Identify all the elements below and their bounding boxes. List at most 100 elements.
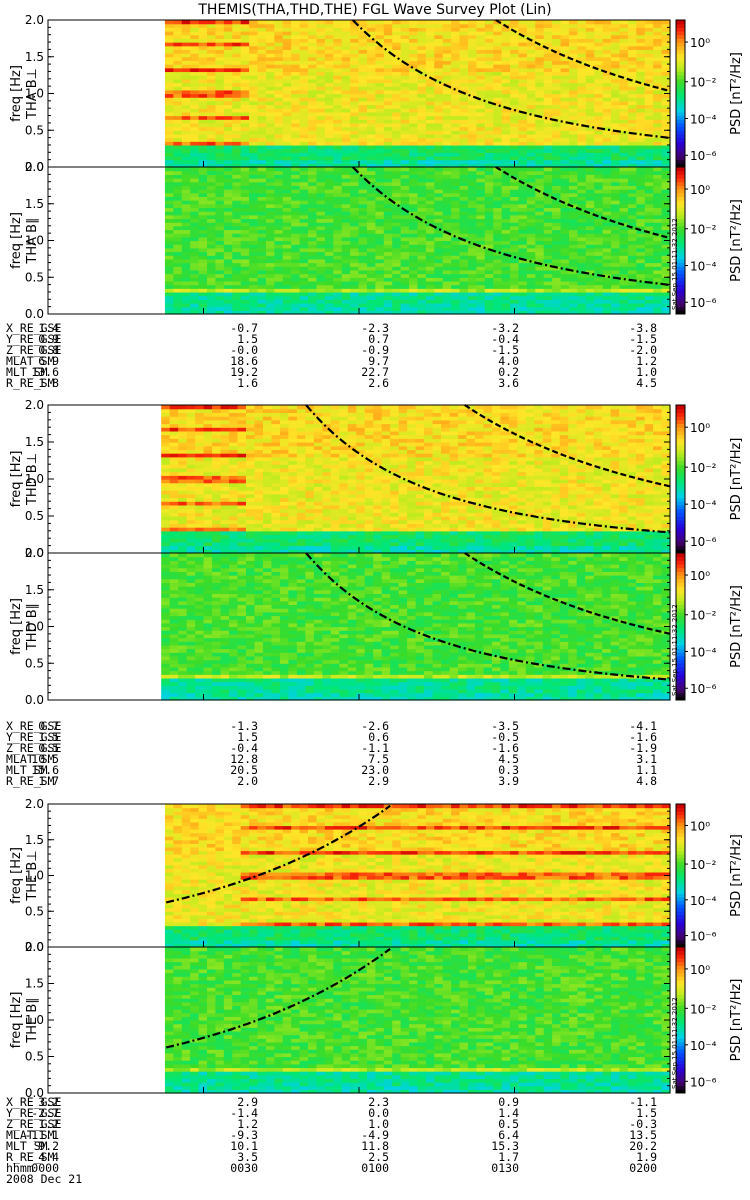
ephemeris-value: 2.6 (368, 376, 389, 390)
y-tick-label: 1.5 (25, 435, 44, 449)
colorbar-label: PSD [nT²/Hz] (729, 438, 744, 521)
ephemeris-value: 1.8 (38, 376, 59, 390)
ephemeris-value: 11.8 (361, 1139, 389, 1153)
ephemeris-value: -2.3 (361, 321, 389, 335)
overlay-curve (464, 552, 671, 635)
colorbar-tick-label: 10⁻² (690, 609, 717, 623)
ephemeris-value: 15.6 (31, 763, 59, 777)
panel-6: 0.0 0.5 1.0 1.5 2.0 THE B∥freq [Hz] 10⁰ 10⁻² 10⁻… (9, 940, 744, 1100)
timestamp-stamp: Sat Sep 15 01:11:32 2012 (671, 997, 679, 1089)
colorbar-tick-label: 10⁰ (690, 963, 710, 977)
colorbar: 10⁰ 10⁻² 10⁻⁴ 10⁻⁶ PSD [nT²/Hz] (675, 946, 744, 1094)
ephemeris-value: -0.0 (230, 343, 258, 357)
colorbar-label: PSD [nT²/Hz] (729, 979, 744, 1062)
y-tick-label: 1.5 (25, 977, 44, 991)
timestamp-stamp: Sat Sep 15 01:11:32 2012 (671, 604, 679, 696)
ephemeris-value: 2.9 (237, 1095, 258, 1109)
ephemeris-value: -2.7 (31, 1106, 59, 1120)
y-tick-label: 0.5 (25, 270, 44, 284)
y-tick-label: 1.5 (25, 833, 44, 847)
ephemeris-value: 4.8 (636, 774, 657, 788)
ephemeris-row-name: R_RE_SM (6, 774, 55, 788)
ephemeris-value: -1.9 (629, 741, 657, 755)
ephemeris-row-name: Z_RE_GSE (6, 741, 61, 755)
ephemeris-row-name: R_RE_SM (6, 1150, 55, 1164)
ephemeris-value: 6.4 (498, 1128, 519, 1142)
ephemeris-value: 1.5 (636, 1106, 657, 1120)
ephemeris-row-name: MLT_SM (6, 1139, 48, 1153)
ephemeris-value: -1.5 (491, 343, 519, 357)
ephemeris-value: 0.8 (38, 343, 59, 357)
ephemeris-value: 1.1 (636, 763, 657, 777)
ephemeris-row-name: MLAT_SM (6, 752, 55, 766)
colorbar-tick-label: 10⁻² (690, 223, 717, 237)
ephemeris-value: 12.8 (230, 752, 258, 766)
ephemeris-value: 3.9 (498, 774, 519, 788)
ephemeris-value: 0.5 (38, 741, 59, 755)
ephemeris-value: 1.0 (368, 1117, 389, 1131)
y-axis-label: freq [Hz] (9, 992, 24, 1049)
ephemeris-value: 0100 (361, 1161, 389, 1175)
colorbar: 10⁰ 10⁻² 10⁻⁴ 10⁻⁶ PSD [nT²/Hz] (675, 166, 744, 315)
ephemeris-row-name: Y_RE_GSE (6, 332, 61, 346)
ephemeris-value: 3.5 (237, 1150, 258, 1164)
colorbar-tick-label: 10⁰ (690, 819, 710, 833)
colorbar-tick-label: 10⁻⁴ (690, 894, 717, 908)
panel-label: THA B∥ (25, 217, 40, 264)
colorbar-tick-label: 10⁻⁴ (690, 112, 717, 126)
panel-1: 0.0 0.5 1.0 1.5 2.0 THA B⊥freq [Hz] 10⁰ 10⁻² 10⁻… (9, 13, 744, 174)
ephemeris-value: 18.6 (230, 354, 258, 368)
ephemeris-value: 23.0 (361, 763, 389, 777)
ephemeris-value: 10.5 (31, 752, 59, 766)
ephemeris-row-name: hhmm (6, 1161, 34, 1175)
y-tick-label: 0.0 (25, 546, 44, 560)
y-tick-label: 1.0 (25, 472, 44, 486)
ephemeris-row-name: R_RE_SM (6, 376, 55, 390)
y-tick-label: 1.5 (25, 50, 44, 64)
colorbar: 10⁰ 10⁻² 10⁻⁴ 10⁻⁶ PSD [nT²/Hz] (675, 404, 744, 554)
colorbar-tick-label: 10⁻⁶ (690, 149, 717, 163)
ephemeris-row-name: X_RE_GSE (6, 321, 61, 335)
ephemeris-value: -2.0 (629, 343, 657, 357)
y-tick-label: 2.0 (25, 940, 44, 954)
colorbar-tick-label: 10⁻² (690, 858, 717, 872)
overlay-curve (495, 166, 671, 240)
colorbar: 10⁰ 10⁻² 10⁻⁴ 10⁻⁶ PSD [nT²/Hz] (675, 19, 744, 168)
colorbar-tick-label: 10⁻⁶ (690, 930, 717, 944)
ephemeris-value: -0.3 (629, 1117, 657, 1131)
ephemeris-value: 1.2 (38, 1117, 59, 1131)
colorbar-tick-label: 10⁻⁴ (690, 1039, 717, 1053)
ephemeris-value: 1.0 (636, 365, 657, 379)
panel-4: 0.0 0.5 1.0 1.5 2.0 THD B∥freq [Hz] 10⁰ 10⁻² 10⁻… (9, 546, 744, 707)
ephemeris-value: 1.2 (636, 354, 657, 368)
ephemeris-value: 1.5 (237, 332, 258, 346)
ephemeris-value: 4.5 (636, 376, 657, 390)
plot-title: THEMIS(THA,THD,THE) FGL Wave Survey Plot… (198, 2, 552, 18)
panel-label: THD B⊥ (25, 453, 40, 506)
y-tick-label: 0.5 (25, 123, 44, 137)
ephemeris-value: 0030 (230, 1161, 258, 1175)
y-tick-label: 1.0 (25, 87, 44, 101)
y-tick-label: 0.0 (25, 1086, 44, 1100)
ephemeris-value: -1.5 (629, 332, 657, 346)
ephemeris-row-name: X_RE_GSE (6, 1095, 61, 1109)
ephemeris-value: 4.5 (498, 752, 519, 766)
ephemeris-row-name: Z_RE_GSE (6, 1117, 61, 1131)
ephemeris-value: 13.6 (31, 365, 59, 379)
y-axis-label: freq [Hz] (9, 598, 24, 655)
timestamp-stamp: Sat Sep 15 01:11:32 2012 (671, 218, 679, 310)
overlay-curve (352, 166, 671, 286)
y-axis-label: freq [Hz] (9, 65, 24, 122)
ephemeris-value: 0.6 (368, 730, 389, 744)
ephemeris-value: 0.5 (498, 1117, 519, 1131)
ephemeris-row-name: MLT_SM (6, 365, 48, 379)
colorbar-tick-label: 10⁰ (690, 421, 710, 435)
colorbar-tick-label: 10⁰ (690, 569, 710, 583)
y-tick-label: 1.0 (25, 1013, 44, 1027)
ephemeris-value: 4.4 (38, 1150, 59, 1164)
ephemeris-row-name: MLAT_SM (6, 1128, 55, 1142)
panel-2: 0.0 0.5 1.0 1.5 2.0 THA B∥freq [Hz] 10⁰ 10⁻² 10⁻… (9, 160, 744, 321)
ephemeris-value: -9.3 (230, 1128, 258, 1142)
y-axis-label: freq [Hz] (9, 212, 24, 269)
